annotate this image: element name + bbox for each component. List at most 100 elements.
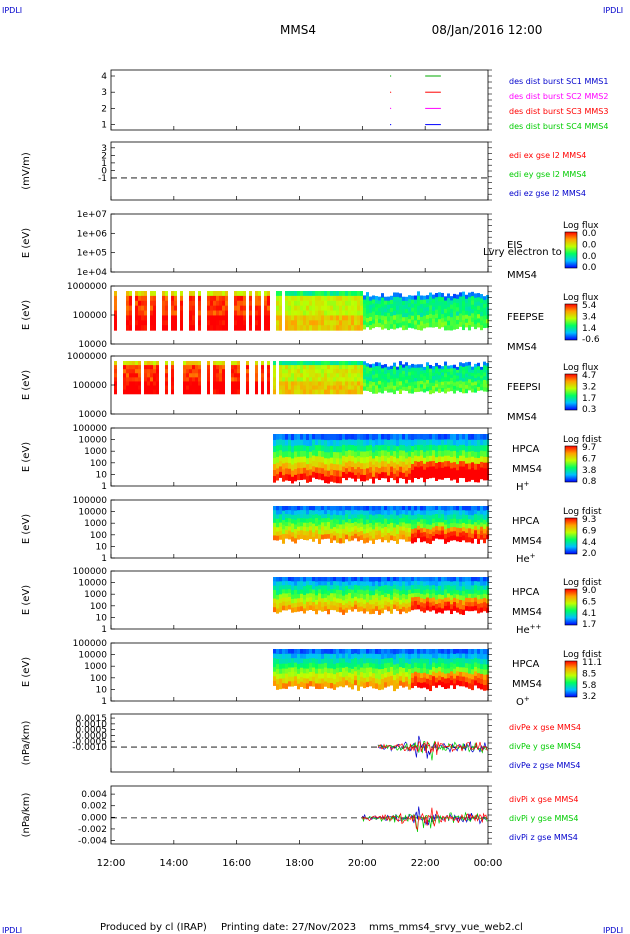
feepse-cell [237, 325, 240, 331]
hpca_he2-cell [426, 581, 429, 586]
feepsi-cell [147, 377, 150, 383]
feepsi-cell [351, 381, 354, 387]
hpca_o-cell [474, 649, 477, 655]
feepse-cell [255, 305, 258, 312]
feepse-cell [342, 325, 345, 331]
hpca_o-cell [315, 678, 318, 685]
hpca_h-cell [468, 475, 471, 482]
hpca_h-cell [477, 434, 480, 441]
feepsi-cell [132, 361, 135, 366]
hpca_o-cell [327, 677, 330, 684]
feepsi-cell [378, 366, 381, 371]
hpca_o-cell [333, 664, 336, 670]
hpca_he2-cell [444, 577, 447, 582]
feepse-cell [243, 300, 246, 307]
hpca_h-cell [423, 434, 426, 441]
feepse-cell [288, 305, 291, 312]
hpca_he2-cell [396, 602, 399, 607]
feepsi-cell [435, 383, 438, 388]
feepsi-cell [171, 361, 174, 366]
hpca_o-cell [279, 658, 282, 665]
feepse-cell [363, 295, 366, 301]
hpca_o-cell [354, 657, 357, 663]
hpca_he-cell [384, 522, 387, 528]
feepse-cell [477, 318, 480, 324]
hpca_o-cell [486, 649, 489, 655]
hpca_o-cell [306, 658, 309, 665]
hpca_o-cell [396, 678, 399, 684]
feepse-cell [324, 315, 327, 321]
feepsi-cell [114, 389, 117, 395]
feepsi-cell [135, 365, 138, 370]
hpca_he2-cell [420, 598, 423, 603]
hpca_h-cell [318, 473, 321, 480]
hpca_h-cell [381, 472, 384, 479]
hpca_o-cell [426, 658, 429, 665]
hpca_he2-cell [435, 577, 438, 583]
feepse-cell [447, 320, 450, 326]
hpca_h-cell [423, 445, 426, 453]
hpca_he-cell [348, 514, 351, 520]
hpca_o-cell [444, 649, 447, 655]
hpca_o-cell [378, 684, 381, 691]
hpca_o-cell [327, 682, 330, 689]
feepse-cell [324, 320, 327, 326]
hpca_he-cell [462, 510, 465, 516]
hpca_he2-cell [303, 585, 306, 592]
hpca_he-cell [483, 506, 486, 512]
feepse-cell [303, 300, 306, 307]
hpca_he2-cell [306, 593, 309, 599]
hpca_h-cell [354, 463, 357, 470]
hpca_he-cell [390, 510, 393, 516]
hpca_o-ytick-label: 100000 [73, 639, 108, 649]
hpca_he2-cell [333, 601, 336, 607]
hpca_he2-cell [420, 606, 423, 612]
hpca_he-cell [405, 536, 408, 542]
feepse-cell [285, 300, 288, 307]
hpca_o-cell [438, 657, 441, 663]
hpca_h-cell [372, 476, 375, 484]
feepse-cell [429, 322, 432, 328]
hpca_he-cell [396, 538, 399, 544]
hpca_o-cell [471, 654, 474, 660]
feepse-cell [402, 304, 405, 310]
hpca_h-cell [366, 451, 369, 458]
hpca_he2-cell [390, 608, 393, 614]
feepsi-cell [351, 377, 354, 383]
feepse-cell [483, 311, 486, 317]
hpca_he2-cell [417, 580, 420, 586]
hpca_h-cell [414, 444, 417, 451]
hpca_he-cell [318, 524, 321, 530]
feepsi-cell [135, 381, 138, 387]
hpca_o-cell [378, 679, 381, 686]
feepse-cell [216, 315, 219, 321]
hpca_he2-cell [273, 577, 276, 582]
feepsi-cell [246, 365, 249, 370]
hpca_h-cell [354, 445, 357, 453]
feepse-cell [372, 303, 375, 309]
feepse-cell [162, 305, 165, 312]
hpca_he-cell [477, 510, 480, 516]
hpca_o-cell [315, 653, 318, 660]
hpca_he2-cell [381, 577, 384, 583]
hpca_h-cell [354, 475, 357, 482]
feepsi-cell [231, 369, 234, 374]
hpca_h-cell [396, 476, 399, 484]
hpca_he2-cell [297, 581, 300, 587]
hpca_he-cell [387, 532, 390, 539]
hpca_he2-cell [483, 581, 486, 587]
hpca_he2-cell [321, 594, 324, 599]
feepsi-cell [483, 368, 486, 374]
hpca_h-cell [333, 452, 336, 459]
hpca_he2-cell [450, 595, 453, 601]
feepsi-cell [294, 381, 297, 387]
feepsi-cell [219, 389, 222, 395]
feepsi-cell [231, 381, 234, 387]
hpca_he-cell [477, 534, 480, 540]
hpca_o-cell [339, 653, 342, 659]
hpca_he2-cell [291, 607, 294, 613]
hpca_he-cell [474, 534, 477, 539]
hpca_o-cell [333, 674, 336, 680]
hpca_he2-cell [462, 591, 465, 597]
feepsi-cell [309, 373, 312, 378]
